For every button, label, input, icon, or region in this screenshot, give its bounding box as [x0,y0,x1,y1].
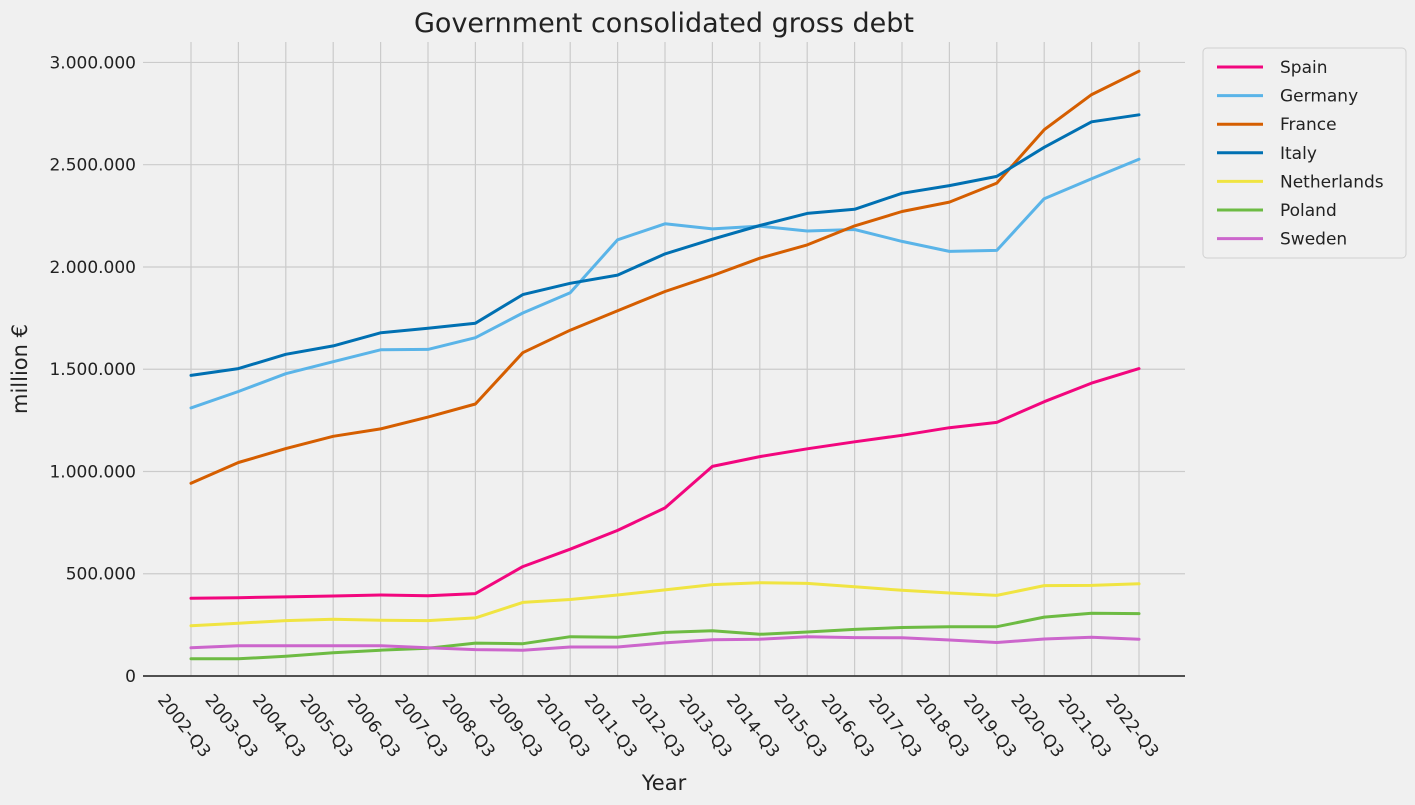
grid [143,42,1185,676]
x-tick-labels: 2002-Q32003-Q32004-Q32005-Q32006-Q32007-… [153,691,1162,762]
y-tick-label: 500.000 [66,565,136,585]
y-tick-label: 1.000.000 [49,462,136,482]
series-line-italy [189,113,1141,377]
series-line-france [189,69,1141,485]
series-line-netherlands [189,581,1141,628]
legend-frame [1202,47,1407,259]
series-line-spain [189,367,1141,600]
legend: Spain Germany France Italy Netherlands Poland… [1202,47,1407,259]
legend-label: France [1280,115,1337,135]
legend-label: Germany [1280,87,1358,107]
y-tick-label: 2.000.000 [49,258,136,278]
legend-label: Poland [1280,201,1337,221]
chart-title: Government consolidated gross debt [414,8,914,39]
series-line-poland [189,611,1141,661]
x-axis-label: Year [641,771,687,795]
y-tick-label: 2.500.000 [49,156,136,176]
y-tick-label: 3.000.000 [49,53,136,73]
y-axis-label: million € [8,324,32,414]
y-tick-label: 0 [125,667,136,687]
series-lines [189,69,1141,661]
legend-label: Spain [1280,58,1328,78]
legend-label: Sweden [1280,230,1347,250]
series-line-sweden [189,635,1141,652]
y-tick-labels: 0 500.000 1.000.000 1.500.000 2.000.000 2.500… [49,53,136,687]
y-tick-label: 1.500.000 [49,360,136,380]
legend-label: Italy [1280,144,1317,164]
legend-label: Netherlands [1280,172,1384,192]
series-line-germany [189,157,1141,410]
